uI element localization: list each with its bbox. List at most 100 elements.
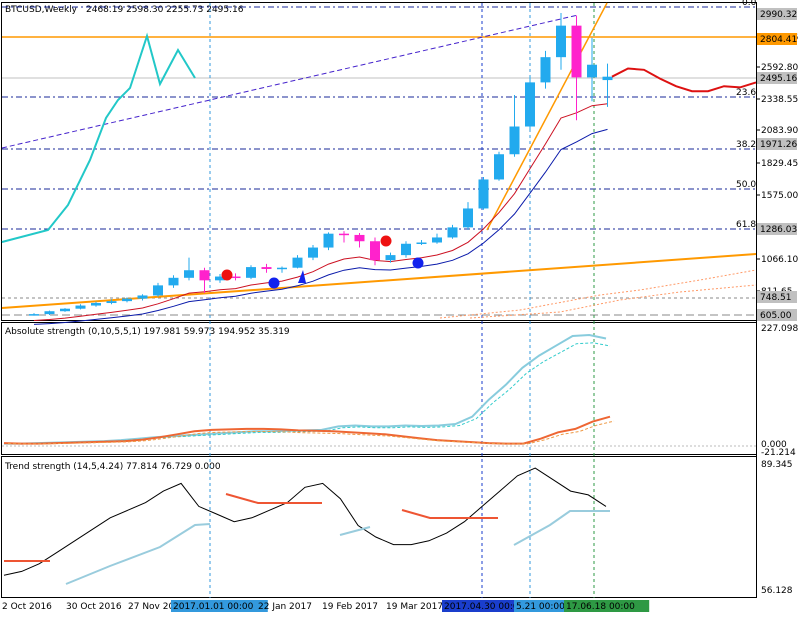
forecast-line: [611, 67, 757, 93]
envelope-lower-2: [469, 284, 757, 319]
time-tag-bg: [564, 600, 650, 612]
price-tag-bg: [757, 291, 797, 303]
time-label: 2 Oct 2016: [2, 602, 52, 612]
price-tick-label: 2083.90: [761, 126, 798, 136]
abs-strength-label: Absolute strength (0,10,5,5,1) 197.981 5…: [5, 327, 290, 337]
price-tick-label: 1066.10: [761, 255, 798, 265]
trend-panel-frame: [1, 456, 757, 598]
candle-body: [292, 257, 303, 268]
teal-indicator-line: [1, 32, 196, 243]
trend-down-segment: [401, 509, 498, 519]
trend-bottom-label: 56.128: [761, 586, 793, 596]
candle-body: [370, 241, 380, 261]
trend-main-line: [3, 467, 607, 576]
price-tick-label: 2338.55: [761, 95, 798, 105]
envelope-lower: [439, 269, 757, 319]
candle-body: [463, 208, 473, 228]
candle-body: [75, 305, 86, 309]
signal-dot: [380, 235, 392, 247]
price-tag-label: 2990.32: [760, 10, 797, 20]
candle-body: [416, 242, 427, 245]
price-tag-bg: [757, 309, 797, 321]
trend-up-segment: [339, 526, 371, 536]
price-tag-label: 748.51: [760, 293, 792, 303]
abs-bull-signal: [8, 342, 611, 445]
candle-body: [401, 243, 411, 256]
price-tag-label: 605.00: [760, 311, 792, 321]
abs-top-label: 227.098: [761, 324, 798, 334]
time-tag-label: 2017.04.30 00:00: [444, 602, 525, 612]
candle-body: [230, 276, 241, 279]
candle-body: [168, 277, 179, 286]
candle-body: [308, 247, 318, 258]
price-tag-label: 2495.16: [760, 74, 797, 84]
time-tag-label: 5.21 00:00: [516, 602, 565, 612]
fib-label: 23.6: [736, 88, 756, 98]
candle-body: [571, 25, 582, 78]
signal-dot: [412, 257, 424, 269]
trend-top-label: 89.345: [761, 460, 793, 470]
trend-up-segment: [65, 523, 211, 585]
candle-body: [106, 301, 117, 304]
price-tag-bg: [757, 223, 797, 235]
ma-blue-line: [33, 128, 608, 325]
candle-body: [385, 255, 396, 261]
signal-arrow: [298, 270, 306, 283]
fib-label: 61.8: [736, 220, 756, 230]
price-tag-bg: [757, 72, 797, 84]
candle-body: [44, 311, 55, 315]
candle-body: [277, 267, 287, 270]
candle-body: [91, 303, 101, 306]
candle-body: [153, 285, 163, 296]
candle-body: [556, 25, 566, 58]
time-label: 19 Mar 2017: [386, 602, 443, 612]
abs-bottom-label: -21.214: [761, 448, 796, 458]
candle-body: [261, 267, 272, 269]
price-tag-label: 1971.26: [760, 140, 797, 150]
candle-body: [122, 298, 132, 302]
candle-body: [339, 233, 349, 236]
signal-dot: [221, 269, 233, 281]
candle-body: [478, 179, 489, 209]
candle-body: [60, 308, 70, 312]
candle-body: [184, 270, 194, 278]
time-label: 30 Oct 2016: [66, 602, 122, 612]
signal-dot: [268, 277, 280, 289]
abs-bear-line: [3, 415, 611, 445]
candle-body: [494, 154, 504, 180]
candle-body: [602, 76, 613, 81]
time-tag-bg: [514, 600, 576, 612]
time-tag-bg: [171, 600, 268, 612]
trend-down-segment: [225, 493, 322, 504]
price-tag-bg: [757, 33, 797, 45]
time-tag-label: 17.06.18 00:00: [566, 602, 635, 612]
candle-body: [199, 270, 210, 281]
time-tag-label: 2017.01.01 00:00: [173, 602, 254, 612]
candle-body: [354, 234, 365, 242]
ma-red-line: [33, 103, 608, 321]
ohlc-label: 2468.19 2598.30 2255.73 2495.16: [86, 5, 244, 15]
candle-body: [137, 295, 148, 299]
abs-bear-signal: [7, 420, 615, 445]
candle-body: [447, 227, 458, 238]
steep-trendline: [486, 2, 608, 231]
symbol-label: BTCUSD,Weekly: [5, 5, 78, 15]
price-tag-bg: [757, 138, 797, 150]
candle-body: [587, 64, 597, 78]
price-tag-label: 1286.03: [760, 225, 797, 235]
time-label: 19 Feb 2017: [322, 602, 378, 612]
trend-up-segment: [513, 510, 610, 546]
abs-zero-label: 0.000: [761, 440, 787, 450]
candle-body: [432, 237, 442, 243]
fib-label: 50.0: [736, 180, 756, 190]
fib-label: 0.0: [742, 0, 757, 8]
candle-body: [509, 126, 520, 155]
candle-body: [215, 276, 225, 281]
price-tick-label: 2592.80: [761, 63, 798, 73]
time-label: 22 Jan 2017: [258, 602, 312, 612]
candle-body: [323, 233, 334, 248]
support-trendline: [1, 253, 757, 309]
price-tag-bg: [757, 8, 797, 20]
